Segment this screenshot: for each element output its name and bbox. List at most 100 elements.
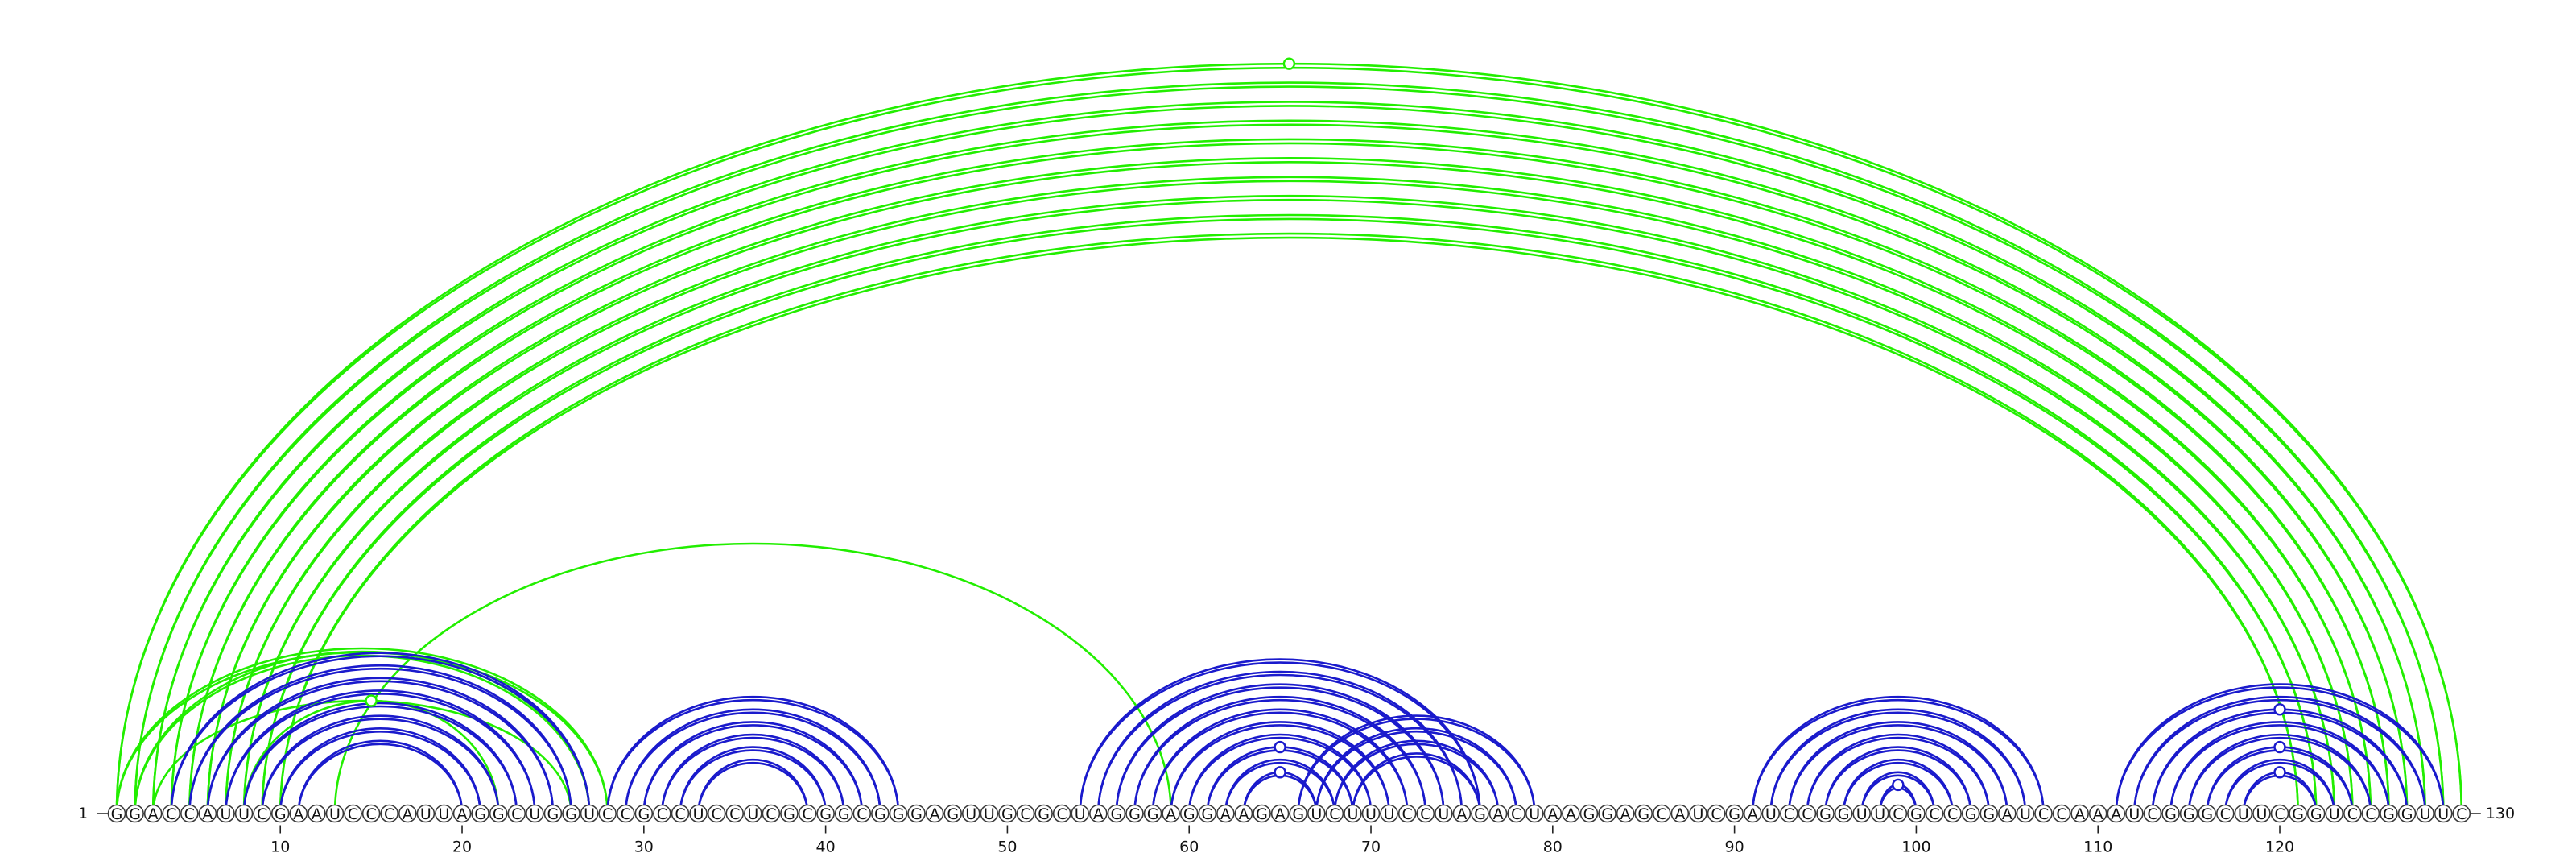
nucleotide-111: A xyxy=(2107,804,2126,823)
nucleotide-circle xyxy=(1234,804,1253,823)
arc-blue-inner-60-70 xyxy=(1187,736,1373,814)
nucleotide-circle xyxy=(270,804,290,823)
nucleotide-circle xyxy=(234,804,254,823)
arc-marker xyxy=(2273,766,2286,779)
arc-upper-4-127 xyxy=(170,119,2409,814)
nucleotide-letter: G xyxy=(1838,805,1850,823)
arc-marker xyxy=(1892,778,1905,792)
nucleotide-123: U xyxy=(2325,804,2344,823)
nucleotide-letter: U xyxy=(2256,805,2267,823)
arc-blue-inner-93-105 xyxy=(1788,724,2008,814)
nucleotide-85: G xyxy=(1634,804,1653,823)
nucleotide-106: U xyxy=(2016,804,2035,823)
nucleotide-letter: C xyxy=(511,805,522,823)
nucleotide-113: C xyxy=(2143,804,2162,823)
arc-blue-61-69 xyxy=(1206,746,1354,814)
nucleotide-letter: U xyxy=(329,805,341,823)
nucleotide-circle xyxy=(2270,804,2289,823)
nucleotide-21: G xyxy=(471,804,489,823)
nucleotide-circle xyxy=(2434,804,2453,823)
nucleotide-letter: A xyxy=(1748,805,1758,823)
nucleotide-115: G xyxy=(2179,804,2198,823)
nucleotide-105: A xyxy=(1998,804,2017,823)
nucleotide-circle xyxy=(1052,804,1071,823)
nucleotide-circle xyxy=(1471,804,1489,823)
arc-blue-inner-29-43 xyxy=(624,711,881,814)
nucleotide-117: C xyxy=(2215,804,2235,823)
nucleotide-82: G xyxy=(1579,804,1599,823)
nucleotide-circle xyxy=(798,804,817,823)
nucleotide-67: U xyxy=(1307,804,1326,823)
nucleotide-66: G xyxy=(1289,804,1307,823)
nucleotide-25: G xyxy=(543,804,563,823)
nucleotide-letter: G xyxy=(111,805,123,823)
nucleotide-letter: U xyxy=(2128,805,2140,823)
nucleotide-letter: U xyxy=(1765,805,1777,823)
nucleotide-52: G xyxy=(1034,804,1053,823)
tick-label: 20 xyxy=(452,838,472,856)
nucleotide-circle xyxy=(1525,804,1544,823)
nucleotide-40: G xyxy=(816,804,835,823)
arc-upper-10-121 xyxy=(279,232,2299,814)
nucleotide-letter: A xyxy=(293,805,303,823)
arc-blue-inner-115-125 xyxy=(2187,736,2372,814)
nucleotide-circle xyxy=(562,804,580,823)
tick-label: 30 xyxy=(634,838,654,856)
nucleotide-letter: C xyxy=(1657,805,1667,823)
nucleotide-letter: G xyxy=(1983,805,1995,823)
nucleotide-letter: G xyxy=(1038,805,1050,823)
nucleotide-letter: G xyxy=(1111,805,1123,823)
arc-blue-inner-92-106 xyxy=(1769,711,2027,814)
nucleotide-23: C xyxy=(507,804,526,823)
nucleotide-circle xyxy=(1925,804,1944,823)
nucleotide-14: C xyxy=(344,804,362,823)
tick-label: 50 xyxy=(997,838,1017,856)
nucleotide-47: G xyxy=(943,804,962,823)
arc-blue-inner-112-128 xyxy=(2133,698,2426,814)
nucleotide-letter: A xyxy=(202,805,213,823)
nucleotide-circle xyxy=(743,804,762,823)
nucleotide-letter: U xyxy=(1311,805,1322,823)
nucleotide-circle xyxy=(435,804,453,823)
arc-marker xyxy=(1274,766,1286,779)
nucleotide-circle xyxy=(1270,804,1290,823)
nucleotide-circle xyxy=(344,804,362,823)
nucleotide-circle xyxy=(2179,804,2198,823)
nucleotide-letter: G xyxy=(275,805,287,823)
nucleotide-16: C xyxy=(380,804,399,823)
nucleotide-55: A xyxy=(1089,804,1108,823)
arc-upper-2-129 xyxy=(134,81,2445,814)
arc-blue-inner-67-78 xyxy=(1315,730,1517,814)
nucleotide-128: U xyxy=(2416,804,2434,823)
nucleotide-letter: A xyxy=(1547,805,1558,823)
nucleotide-circle xyxy=(889,804,908,823)
arc-upper-inner-9-122 xyxy=(261,217,2318,814)
nucleotide-38: G xyxy=(780,804,799,823)
nucleotide-circle xyxy=(1653,804,1671,823)
nucleotide-circle xyxy=(2034,804,2053,823)
nucleotide-letter: G xyxy=(2201,805,2213,823)
nucleotide-34: C xyxy=(707,804,726,823)
nucleotide-letter: U xyxy=(1856,805,1868,823)
nucleotide-73: C xyxy=(1416,804,1435,823)
arc-blue-inner-8-23 xyxy=(242,705,518,814)
nucleotide-109: A xyxy=(2070,804,2089,823)
nucleotide-72: C xyxy=(1397,804,1417,823)
nucleotide-86: C xyxy=(1653,804,1671,823)
nucleotide-circle xyxy=(598,804,617,823)
nucleotide-circle xyxy=(1071,804,1090,823)
nucleotide-circle xyxy=(1616,804,1635,823)
arc-upper-8-123 xyxy=(242,194,2336,814)
nucleotide-129: U xyxy=(2434,804,2453,823)
nucleotide-circle xyxy=(943,804,962,823)
nucleotide-42: C xyxy=(852,804,872,823)
nucleotide-127: G xyxy=(2397,804,2417,823)
arc-blue-inner-30-42 xyxy=(642,724,864,814)
nucleotide-3: A xyxy=(143,804,163,823)
nucleotide-letter: U xyxy=(2420,805,2431,823)
arc-green-1-28 xyxy=(115,647,609,814)
nucleotide-circle xyxy=(1543,804,1563,823)
nucleotide-circle xyxy=(380,804,399,823)
nucleotide-80: A xyxy=(1543,804,1563,823)
arc-blue-32-40 xyxy=(679,746,827,814)
